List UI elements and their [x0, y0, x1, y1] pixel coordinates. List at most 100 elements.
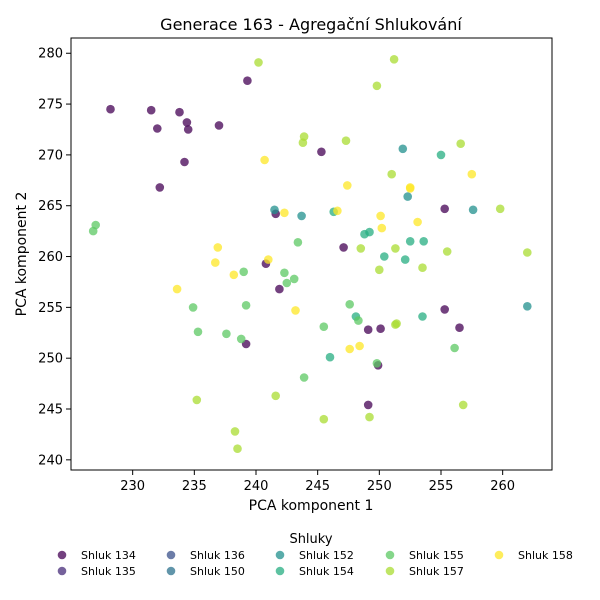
legend-label: Shluk 155 [409, 549, 464, 562]
data-point [291, 306, 300, 315]
legend-marker [57, 566, 67, 576]
data-point [254, 58, 263, 67]
data-point [436, 150, 446, 160]
data-point [333, 206, 342, 216]
x-tick-label: 250 [367, 479, 392, 494]
data-point [319, 322, 329, 332]
data-point [175, 107, 184, 117]
y-tick-label: 265 [38, 199, 63, 214]
y-tick-label: 245 [38, 403, 63, 418]
data-point [297, 211, 306, 221]
data-point [363, 400, 373, 410]
y-tick-label: 255 [38, 301, 63, 316]
data-point [354, 316, 363, 325]
data-point [146, 105, 156, 115]
data-point [298, 138, 308, 147]
x-tick-label: 235 [182, 479, 207, 494]
y-tick-label: 250 [38, 352, 63, 367]
legend-marker [275, 550, 285, 560]
data-point [293, 238, 303, 247]
legend-title: Shluky [289, 532, 332, 547]
data-point [398, 144, 408, 154]
data-point [339, 243, 348, 252]
data-point [182, 118, 192, 127]
data-point [345, 300, 355, 309]
data-point [418, 312, 427, 321]
legend-label: Shluk 150 [190, 565, 245, 578]
data-point [392, 319, 401, 328]
data-point [355, 341, 364, 351]
y-axis: 240 245 250 255 260 265 270 275 280 [38, 47, 71, 468]
data-point [317, 147, 326, 157]
data-point [391, 244, 400, 253]
legend-marker [275, 566, 285, 576]
data-point [319, 414, 329, 424]
x-tick-label: 240 [244, 479, 269, 494]
legend-label: Shluk 152 [299, 549, 354, 562]
legend-marker [57, 550, 67, 560]
data-point [264, 255, 273, 264]
data-point [389, 55, 399, 64]
data-point [243, 76, 252, 85]
data-point [230, 427, 240, 436]
data-point [260, 155, 269, 165]
legend-marker [494, 550, 504, 560]
data-point [213, 243, 223, 252]
data-point [400, 255, 410, 264]
x-tick-label: 245 [305, 479, 330, 494]
data-point [365, 227, 374, 237]
data-point [172, 284, 182, 294]
data-point [280, 268, 289, 278]
points-layer [88, 55, 532, 454]
data-point [280, 208, 289, 218]
x-tick-label: 230 [120, 479, 145, 494]
data-point [403, 192, 413, 201]
data-point [222, 329, 231, 339]
legend-label: Shluk 136 [190, 549, 245, 562]
legend-label: Shluk 158 [518, 549, 573, 562]
data-point [467, 169, 477, 179]
y-tick-label: 275 [38, 98, 63, 113]
data-point [380, 252, 389, 261]
legend-label: Shluk 154 [299, 565, 354, 578]
y-axis-label: PCA komponent 2 [14, 192, 30, 317]
data-point [325, 352, 335, 362]
data-point [233, 444, 242, 454]
data-point [188, 303, 198, 312]
data-point [282, 278, 292, 288]
data-point [450, 343, 459, 353]
data-point [345, 344, 355, 354]
legend: Shluky Shluk 134 Shluk 135 Shluk 136 Shluk … [57, 532, 573, 578]
data-point [229, 270, 239, 280]
data-point [455, 323, 464, 333]
data-point [275, 284, 284, 294]
y-tick-label: 260 [38, 250, 63, 265]
data-point [365, 412, 374, 422]
data-point [343, 181, 352, 190]
data-point [356, 244, 366, 253]
x-tick-label: 255 [429, 479, 454, 494]
y-tick-label: 280 [38, 47, 63, 62]
data-point [523, 248, 532, 257]
y-tick-label: 270 [38, 148, 63, 163]
x-tick-label: 260 [490, 479, 515, 494]
data-point [211, 258, 220, 267]
plot-frame [70, 37, 553, 471]
data-point [192, 395, 202, 405]
data-point [193, 327, 203, 337]
data-point [289, 274, 299, 284]
data-point [413, 217, 422, 227]
data-point [418, 263, 427, 273]
data-point [468, 205, 478, 215]
data-point [236, 334, 246, 344]
data-point [153, 124, 162, 133]
x-axis: 230 235 240 245 250 255 260 [120, 470, 515, 494]
y-tick-label: 240 [38, 453, 63, 468]
data-point [271, 391, 281, 401]
data-point [341, 136, 351, 145]
data-point [180, 157, 189, 167]
data-point [106, 104, 115, 114]
chart-title: Generace 163 - Agregační Shlukování [160, 15, 462, 34]
data-point [377, 223, 387, 233]
legend-marker [166, 550, 176, 560]
